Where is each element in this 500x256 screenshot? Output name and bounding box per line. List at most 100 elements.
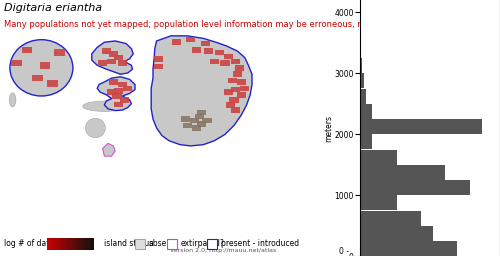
Bar [50,238,51,250]
Bar [60,238,61,250]
Bar [224,54,234,59]
Bar [192,47,201,53]
Bar [114,55,124,60]
Bar [220,60,230,66]
Bar [80,238,81,250]
Bar [108,79,118,85]
Bar [84,238,85,250]
Bar [66,238,67,250]
Polygon shape [92,41,133,74]
Bar [360,226,433,241]
Bar [88,238,89,250]
Bar [360,104,372,119]
Bar [168,239,177,249]
Bar [90,238,92,250]
Bar [85,238,86,250]
Bar [231,107,240,113]
Bar [360,134,372,149]
Bar [120,97,129,103]
Bar [231,87,240,92]
Bar [68,238,70,250]
Bar [107,89,117,95]
Bar [54,238,56,250]
Bar [89,238,90,250]
Text: island status: island status [104,239,154,248]
Text: log # of data points: log # of data points [4,239,80,248]
Y-axis label: meters: meters [324,114,333,142]
Bar [360,150,397,165]
Bar [236,79,246,85]
Bar [360,119,482,134]
Bar [240,86,250,91]
Bar [93,238,94,250]
Bar [230,97,238,103]
Bar [98,60,108,66]
Bar [195,114,204,119]
Bar [75,238,76,250]
Bar [64,238,66,250]
Bar [70,238,71,250]
Bar [22,47,32,53]
Ellipse shape [10,40,73,96]
Bar [67,238,68,250]
Bar [135,239,145,249]
Bar [118,60,127,66]
Bar [118,82,127,87]
Text: present - introduced: present - introduced [220,239,299,248]
Polygon shape [151,36,252,146]
Bar [360,43,361,58]
Bar [197,121,206,127]
Bar [360,195,397,210]
Bar [102,48,111,54]
Bar [228,78,237,83]
Bar [77,238,78,250]
Bar [76,238,77,250]
Ellipse shape [83,101,126,111]
Bar [114,88,124,94]
Text: 0 -: 0 - [339,247,349,256]
Bar [114,102,124,107]
Bar [172,39,181,45]
Bar [112,93,122,99]
Bar [86,238,88,250]
Bar [54,49,65,56]
Bar [11,60,22,66]
Bar [360,211,421,226]
Bar [61,238,62,250]
Bar [360,58,362,73]
Bar [226,102,235,108]
Polygon shape [102,143,115,156]
Bar [360,73,364,88]
Bar [190,118,199,123]
Bar [192,125,201,131]
Text: absent: absent [148,239,175,248]
Bar [210,59,219,64]
Bar [182,123,192,128]
Bar [234,65,244,71]
Bar [360,28,361,43]
Bar [57,238,58,250]
Bar [92,238,93,250]
Bar [40,62,50,69]
Bar [154,64,163,69]
Bar [52,238,53,250]
Bar [123,86,132,91]
Bar [78,238,79,250]
Bar [58,238,59,250]
Bar [53,238,54,250]
Bar [154,56,163,62]
Bar [107,59,117,64]
Bar [62,238,63,250]
Bar [360,165,445,180]
Text: Many populations not yet mapped; population level information may be erroneous, : Many populations not yet mapped; populat… [4,20,430,29]
Text: Version 2.0; http://mauu.net/atlas: Version 2.0; http://mauu.net/atlas [170,248,276,253]
Polygon shape [97,77,135,111]
Bar [360,89,366,104]
Bar [49,238,50,250]
Bar [360,241,458,256]
Bar [71,238,72,250]
Bar [63,238,64,250]
Bar [72,238,74,250]
Text: extirpated?: extirpated? [181,239,225,248]
Bar [186,37,196,42]
